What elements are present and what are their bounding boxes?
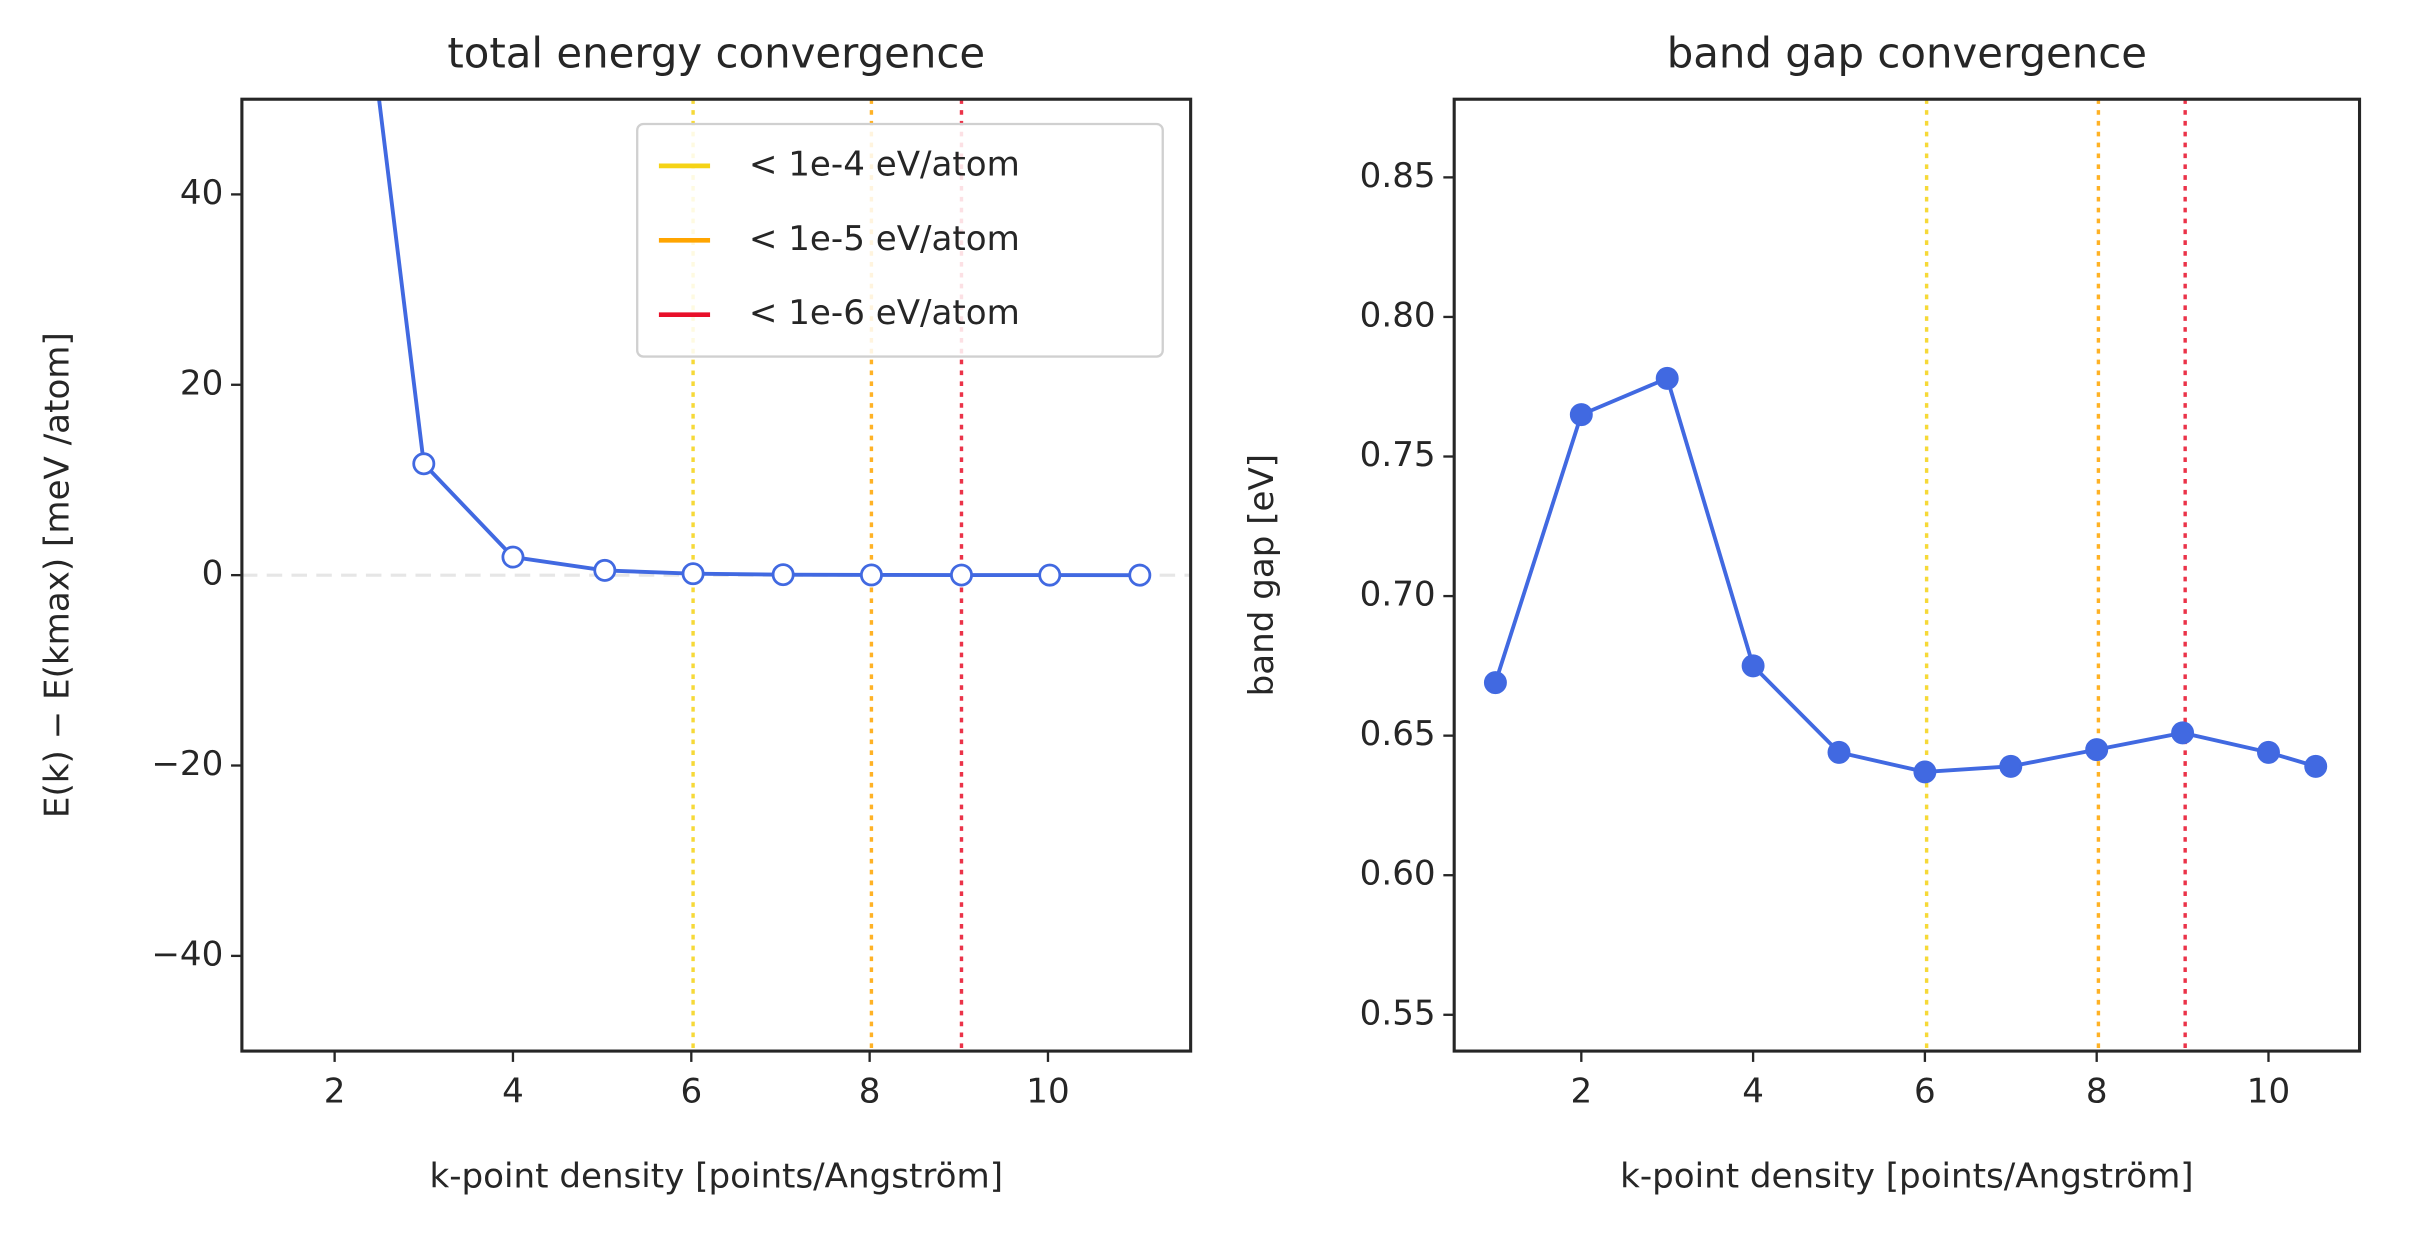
y-axis-label: E(k) − E(kmax) [meV /atom] bbox=[37, 332, 77, 818]
data-point bbox=[501, 545, 525, 569]
y-tick-label: 0.75 bbox=[1360, 435, 1436, 475]
data-point bbox=[1741, 654, 1765, 678]
x-tick-label: 2 bbox=[1570, 1071, 1592, 1111]
legend-label: < 1e-6 eV/atom bbox=[749, 293, 1020, 333]
data-point bbox=[2171, 721, 2195, 745]
data-point bbox=[859, 563, 883, 587]
x-tick-label: 10 bbox=[2247, 1071, 2290, 1111]
y-tick-label: −20 bbox=[151, 744, 223, 784]
axes-frame bbox=[240, 97, 1193, 1053]
data-point bbox=[2085, 738, 2109, 762]
y-tick-label: 0.80 bbox=[1360, 295, 1436, 335]
data-point bbox=[681, 562, 705, 586]
data-point bbox=[2304, 754, 2328, 778]
data-line bbox=[1493, 375, 2317, 774]
x-tick-label: 4 bbox=[1742, 1071, 1764, 1111]
x-tick-label: 6 bbox=[1914, 1071, 1936, 1111]
x-tick-label: 2 bbox=[324, 1071, 346, 1111]
axes-frame bbox=[1452, 97, 2362, 1053]
data-point bbox=[1569, 403, 1593, 427]
plot-area bbox=[241, 99, 1191, 1052]
data-point bbox=[593, 558, 617, 582]
x-tick-label: 4 bbox=[502, 1071, 524, 1111]
chart-title: total energy convergence bbox=[447, 28, 985, 77]
y-tick-label: 0 bbox=[202, 554, 224, 594]
x-tick-label: 8 bbox=[859, 1071, 881, 1111]
y-tick-label: 0.85 bbox=[1360, 156, 1436, 196]
y-tick-label: 0.65 bbox=[1360, 714, 1436, 754]
y-tick-label: 0.55 bbox=[1360, 993, 1436, 1033]
y-tick-label: 0.70 bbox=[1360, 575, 1436, 615]
y-axis-label: band gap [eV] bbox=[1242, 454, 1282, 697]
data-point bbox=[2257, 740, 2280, 764]
data-point bbox=[1827, 740, 1851, 764]
data-point bbox=[1038, 563, 1062, 587]
data-point bbox=[1999, 754, 2023, 778]
y-tick-label: 0.60 bbox=[1360, 854, 1436, 894]
data-point bbox=[1483, 671, 1507, 695]
x-tick-label: 6 bbox=[680, 1071, 702, 1111]
legend-box bbox=[636, 122, 1164, 358]
y-tick-label: −40 bbox=[151, 934, 223, 974]
legend-label: < 1e-5 eV/atom bbox=[749, 219, 1020, 259]
data-point bbox=[771, 563, 795, 587]
plot-area bbox=[1483, 99, 2328, 1052]
x-tick-label: 8 bbox=[2086, 1071, 2108, 1111]
x-tick-label: 10 bbox=[1026, 1071, 1069, 1111]
y-tick-label: 20 bbox=[180, 363, 223, 403]
data-point bbox=[412, 452, 436, 476]
chart-title: band gap convergence bbox=[1667, 28, 2147, 77]
data-point bbox=[950, 563, 973, 587]
legend-label: < 1e-4 eV/atom bbox=[749, 144, 1020, 184]
data-line bbox=[377, 99, 1140, 578]
data-point bbox=[1128, 563, 1152, 587]
data-point bbox=[1655, 366, 1679, 390]
x-axis-label: k-point density [points/Angström] bbox=[1620, 1157, 2194, 1197]
x-axis-label: k-point density [points/Angström] bbox=[430, 1157, 1004, 1197]
data-point bbox=[1913, 760, 1937, 784]
y-tick-label: 40 bbox=[180, 173, 223, 213]
